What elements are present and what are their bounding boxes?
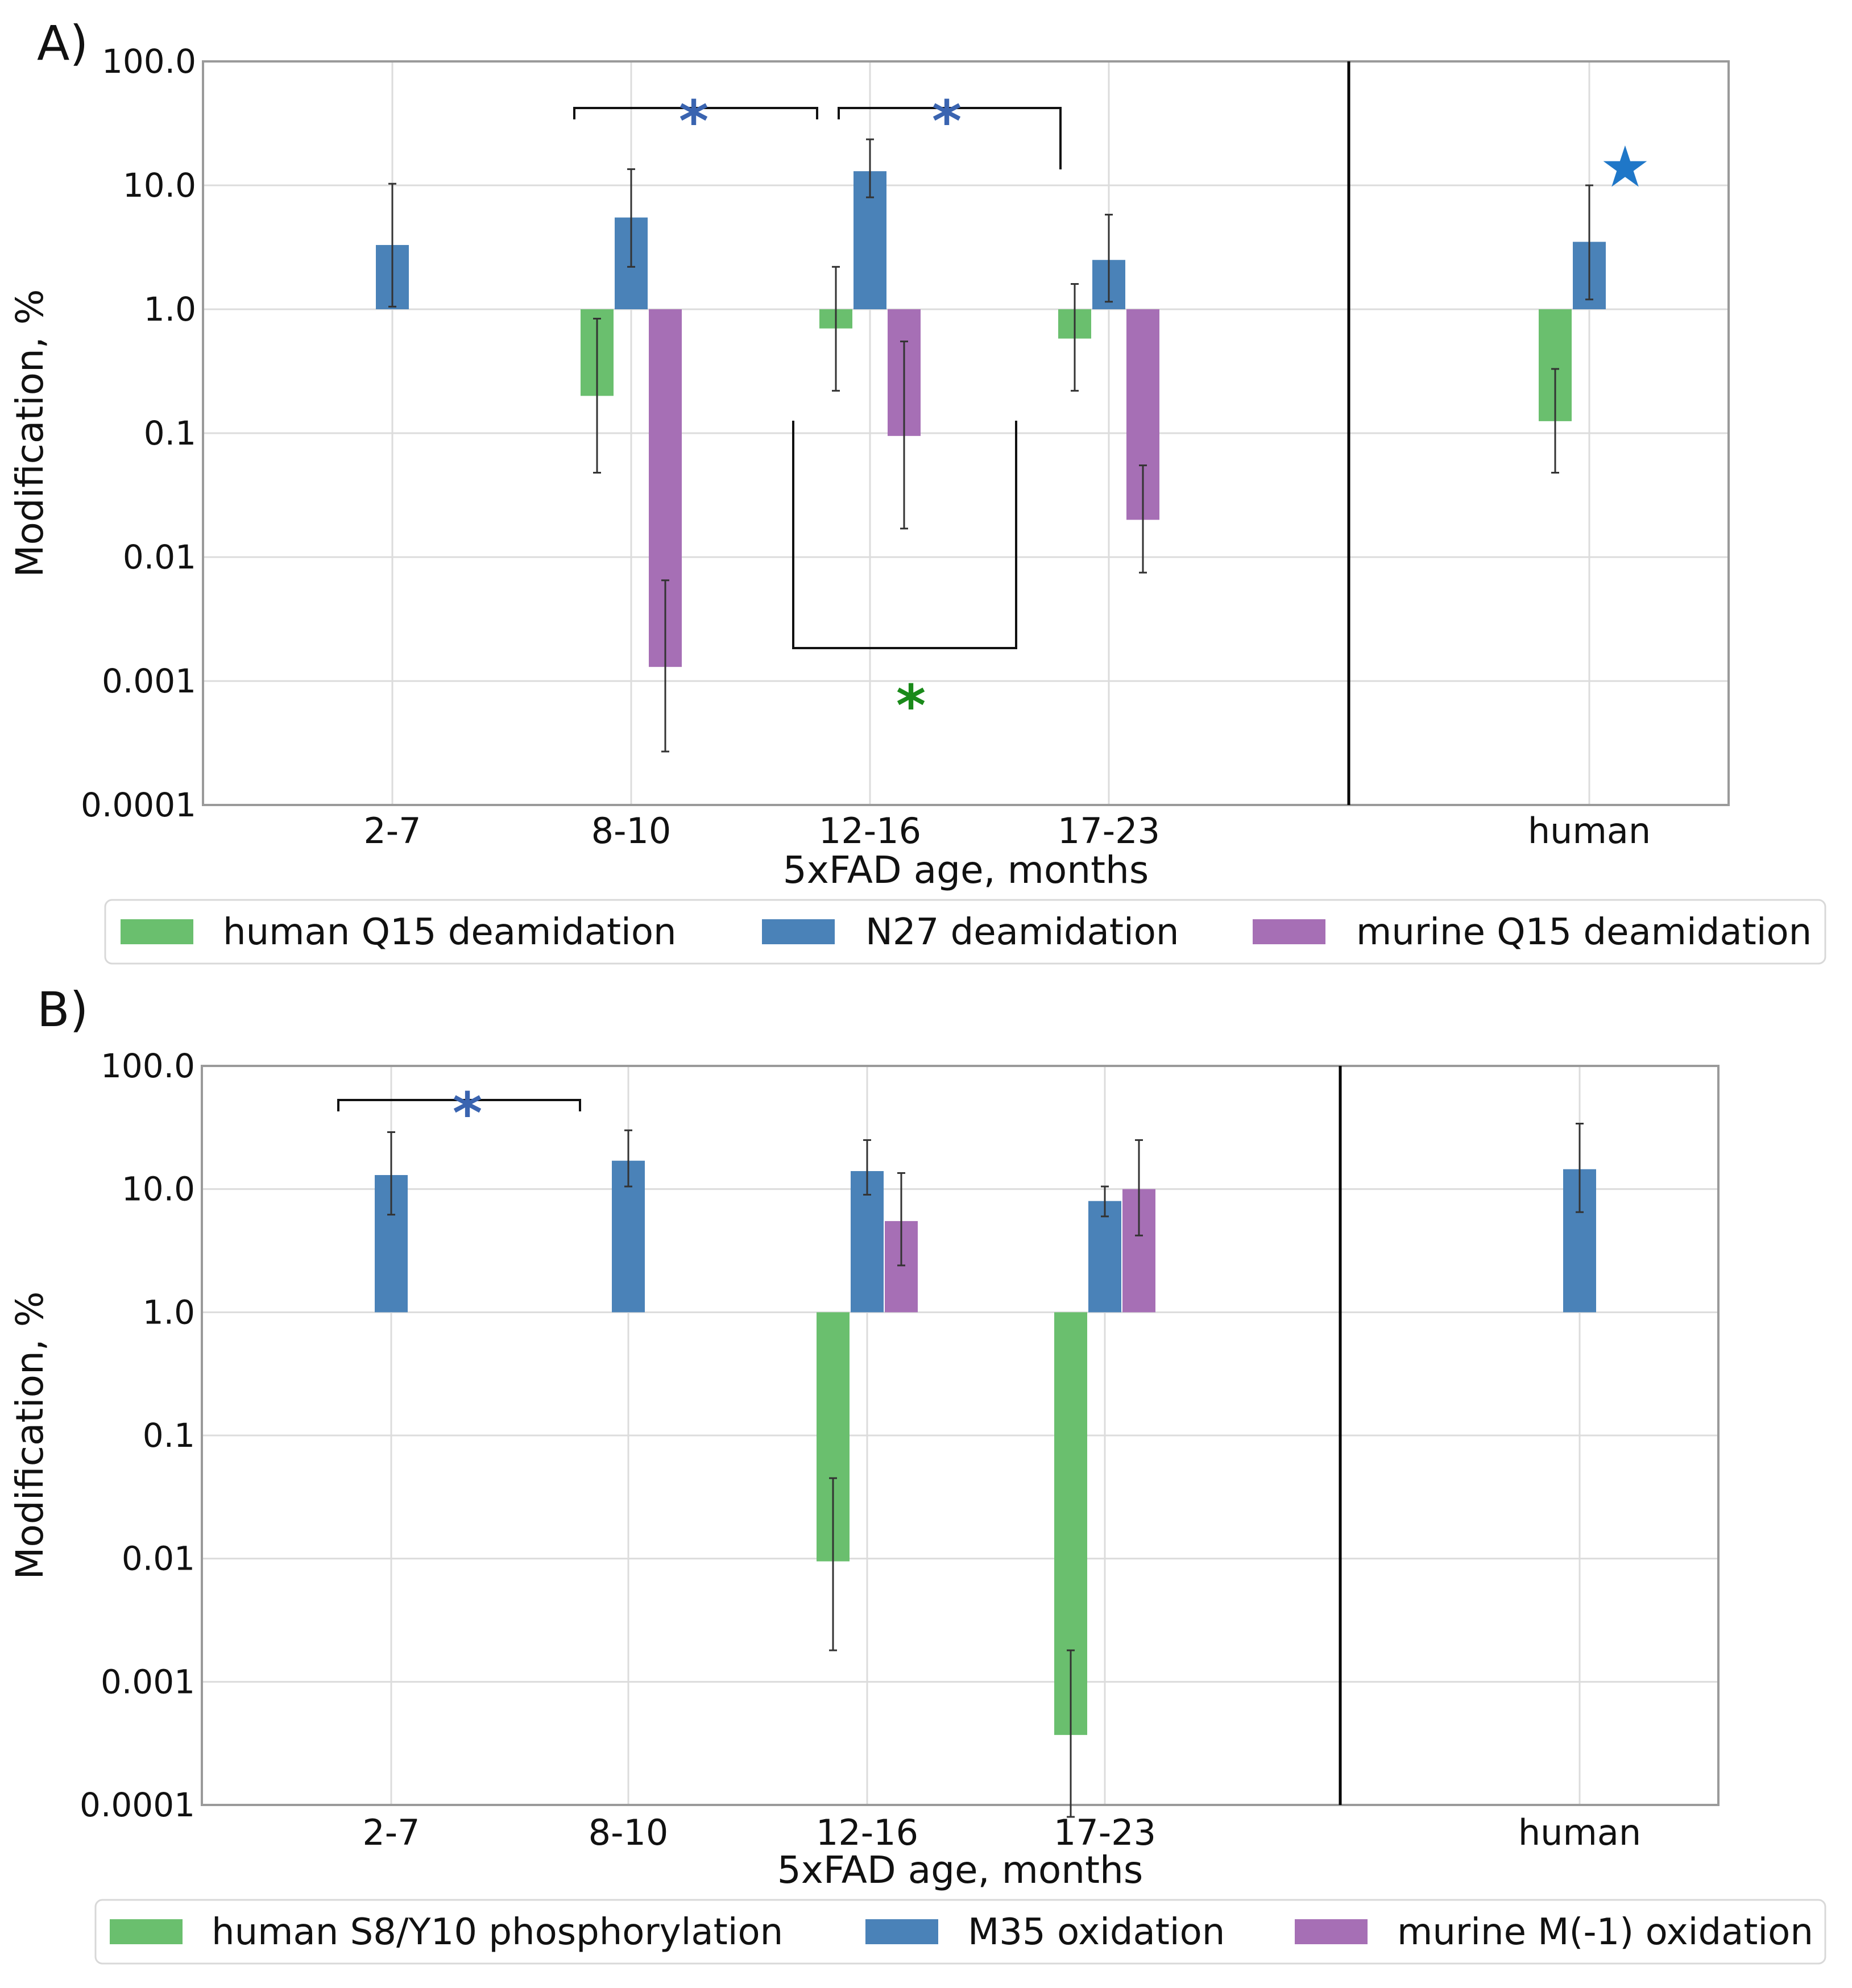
legend-swatch xyxy=(1295,1919,1368,1944)
y-tick-label: 0.0001 xyxy=(81,786,196,824)
x-tick-label: 12-16 xyxy=(816,1812,918,1853)
y-tick-label: 1.0 xyxy=(143,1293,195,1331)
plot-frame xyxy=(201,1065,1720,1806)
bar xyxy=(1088,1201,1121,1313)
legend-entry: murine Q15 deamidation xyxy=(1356,911,1812,953)
legend-swatch xyxy=(762,919,835,944)
legend-entry: M35 oxidation xyxy=(968,1911,1225,1953)
legend-entry: murine M(-1) oxidation xyxy=(1397,1911,1813,1953)
legend-swatch xyxy=(110,1919,183,1944)
legend-box xyxy=(94,1899,1826,1965)
x-tick-label: 17-23 xyxy=(1054,1812,1156,1853)
x-tick-label: human xyxy=(1518,1812,1641,1853)
star-icon: ★ xyxy=(1600,134,1651,200)
significance-bracket xyxy=(337,1099,581,1111)
y-axis-label: Modification, % xyxy=(8,1292,52,1580)
y-tick-label: 0.1 xyxy=(143,1416,195,1455)
x-tick-label: 2-7 xyxy=(363,810,421,852)
x-tick-label: 2-7 xyxy=(362,1812,420,1853)
y-tick-label: 10.0 xyxy=(123,166,196,205)
legend-entry: N27 deamidation xyxy=(865,911,1179,953)
legend-entry: human Q15 deamidation xyxy=(223,911,677,953)
y-tick-label: 0.01 xyxy=(122,1539,195,1578)
y-tick-label: 1.0 xyxy=(144,290,196,329)
x-tick-label: 8-10 xyxy=(591,810,672,852)
x-tick-label: 17-23 xyxy=(1058,810,1160,852)
panel-label: B) xyxy=(37,982,88,1037)
x-tick-label: 8-10 xyxy=(589,1812,669,1853)
legend-box xyxy=(104,899,1826,965)
x-tick-label: human xyxy=(1528,810,1651,852)
plot-frame xyxy=(202,60,1730,806)
chart-panel-a: 100.0 10.0 1.0 0.1 0.01 0.001 0.0001 2-7 8-10 12-… xyxy=(8,15,1826,965)
x-tick-label: 12-16 xyxy=(819,810,921,852)
y-tick-label: 10.0 xyxy=(122,1170,195,1209)
legend-swatch xyxy=(865,1919,938,1944)
significance-asterisk: * xyxy=(932,88,962,155)
significance-asterisk: * xyxy=(896,673,926,739)
legend-swatch xyxy=(1253,919,1325,944)
y-tick-label: 0.001 xyxy=(101,1662,195,1701)
x-axis-label: 5xFAD age, months xyxy=(777,1848,1143,1892)
y-tick-label: 100.0 xyxy=(102,42,196,81)
significance-bracket xyxy=(838,107,1062,169)
y-axis-label: Modification, % xyxy=(8,289,52,578)
legend-entry: human S8/Y10 phosphorylation xyxy=(212,1911,783,1953)
panel-label: A) xyxy=(37,15,88,71)
y-tick-label: 0.0001 xyxy=(80,1786,195,1824)
significance-asterisk: * xyxy=(679,88,709,155)
y-tick-label: 0.001 xyxy=(102,662,196,700)
y-tick-label: 0.1 xyxy=(144,414,196,453)
significance-asterisk: * xyxy=(453,1080,482,1147)
chart-panel-b: 100.0 10.0 1.0 0.1 0.01 0.001 0.0001 2-7 8-10 12-… xyxy=(8,982,1826,1965)
significance-bracket xyxy=(573,107,818,119)
x-axis-label: 5xFAD age, months xyxy=(783,848,1149,892)
y-tick-label: 0.01 xyxy=(123,538,196,576)
significance-bracket xyxy=(792,421,1017,649)
legend-swatch xyxy=(121,919,193,944)
legend: human S8/Y10 phosphorylation M35 oxidatio… xyxy=(94,1899,1826,1965)
legend: human Q15 deamidation N27 deamidation muri… xyxy=(104,899,1826,965)
y-tick-label: 100.0 xyxy=(101,1047,195,1085)
